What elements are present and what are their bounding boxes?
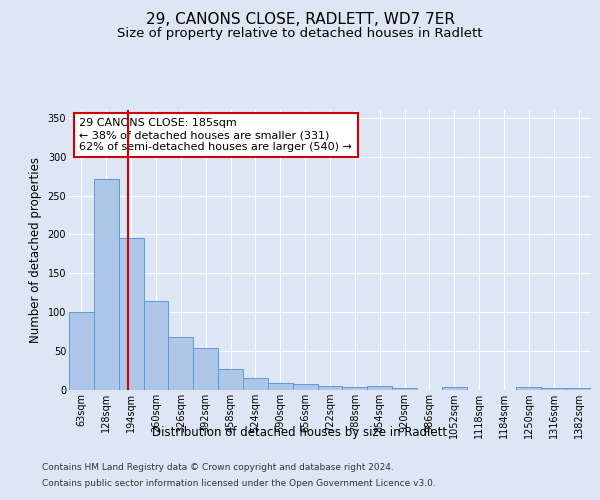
Bar [243, 378, 268, 390]
Text: Size of property relative to detached houses in Radlett: Size of property relative to detached ho… [117, 28, 483, 40]
Text: Contains HM Land Registry data © Crown copyright and database right 2024.: Contains HM Land Registry data © Crown c… [42, 464, 394, 472]
Bar [367, 386, 392, 390]
Bar [392, 388, 417, 390]
Bar [517, 387, 541, 390]
Bar [343, 387, 367, 390]
Bar [293, 384, 317, 390]
Y-axis label: Number of detached properties: Number of detached properties [29, 157, 42, 343]
Bar [566, 388, 591, 390]
Text: 29 CANONS CLOSE: 185sqm
← 38% of detached houses are smaller (331)
62% of semi-d: 29 CANONS CLOSE: 185sqm ← 38% of detache… [79, 118, 352, 152]
Bar [69, 312, 94, 390]
Bar [268, 383, 293, 390]
Bar [218, 369, 243, 390]
Text: Distribution of detached houses by size in Radlett: Distribution of detached houses by size … [152, 426, 448, 439]
Bar [317, 386, 343, 390]
Bar [119, 238, 143, 390]
Bar [94, 179, 119, 390]
Bar [541, 388, 566, 390]
Text: Contains public sector information licensed under the Open Government Licence v3: Contains public sector information licen… [42, 478, 436, 488]
Bar [143, 300, 169, 390]
Bar [169, 337, 193, 390]
Bar [442, 387, 467, 390]
Bar [193, 348, 218, 390]
Text: 29, CANONS CLOSE, RADLETT, WD7 7ER: 29, CANONS CLOSE, RADLETT, WD7 7ER [146, 12, 455, 28]
